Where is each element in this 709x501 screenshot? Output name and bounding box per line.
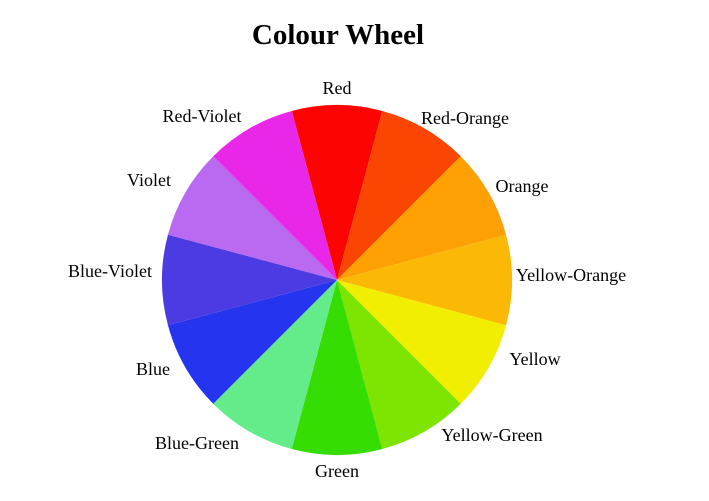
slice-label-red-orange: Red-Orange: [421, 108, 509, 128]
wheel-segment-yellow-orange: [337, 234, 513, 326]
wheel-segment-red: [291, 104, 383, 280]
wheel-segment-green: [291, 280, 383, 456]
slice-label-yellow-orange: Yellow-Orange: [515, 265, 627, 285]
wheel-segment-blue-green: [213, 280, 337, 450]
slice-label-orange: Orange: [495, 176, 549, 196]
slice-label-green: Green: [315, 461, 359, 481]
wheel-segment-orange: [337, 156, 507, 280]
wheel-segment-violet: [167, 156, 337, 280]
wheel-segment-yellow: [337, 280, 507, 404]
slice-label-blue-violet: Blue-Violet: [68, 261, 152, 281]
slice-label-blue-green: Blue-Green: [155, 433, 239, 453]
wheel-segment-red-orange: [337, 110, 461, 281]
slice-label-yellow: Yellow: [509, 349, 561, 369]
chart-title: Colour Wheel: [251, 19, 425, 51]
wheel-segment-yellow-green: [337, 280, 461, 450]
wheel-segment-blue-violet: [161, 234, 337, 326]
wheel-segment-blue: [167, 280, 337, 404]
slice-label-red: Red: [322, 78, 352, 98]
slice-label-blue: Blue: [136, 359, 170, 379]
slice-label-red-violet: Red-Violet: [162, 106, 242, 126]
wheel-segment-red-violet: [213, 110, 337, 281]
slice-label-violet: Violet: [127, 170, 171, 190]
slice-label-yellow-green: Yellow-Green: [441, 425, 543, 445]
